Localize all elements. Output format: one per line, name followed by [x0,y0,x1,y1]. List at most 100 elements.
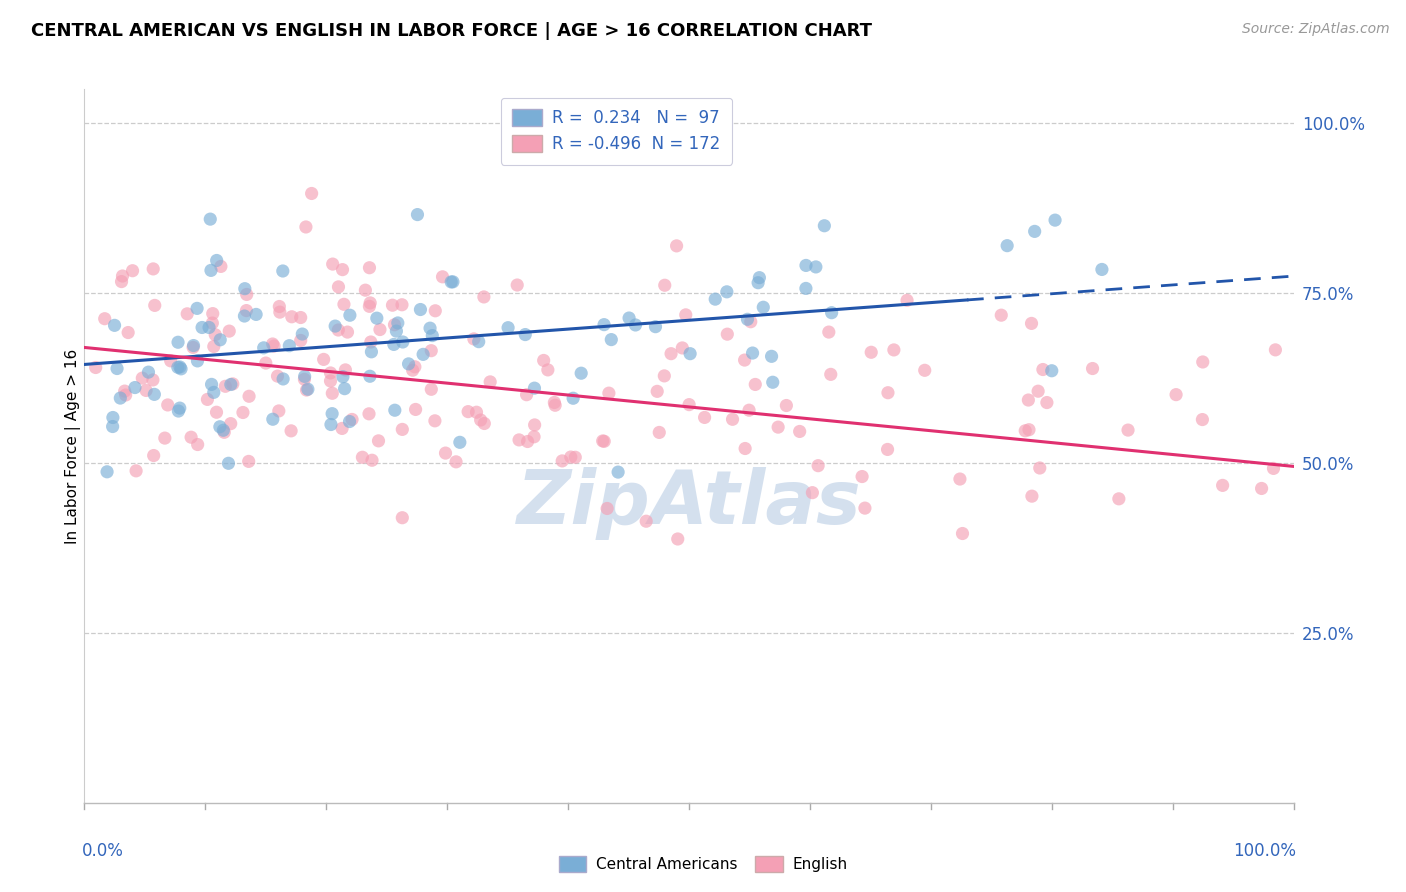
Point [321,386,343,401]
Point [322,257,344,271]
Point [645,384,668,399]
Point [278,339,301,353]
Point [949,472,972,486]
Point [156,398,179,412]
Point [339,415,361,429]
Point [813,219,835,233]
Point [432,269,454,284]
Point [523,430,546,444]
Point [319,417,342,432]
Legend: R =  0.234   N =  97, R = -0.496  N = 172: R = 0.234 N = 97, R = -0.496 N = 172 [501,97,733,165]
Point [391,422,413,436]
Point [235,287,257,301]
Point [762,376,785,390]
Point [200,212,222,227]
Point [441,275,464,289]
Point [301,186,323,201]
Point [238,454,260,468]
Point [671,341,693,355]
Point [114,388,136,402]
Point [896,293,918,308]
Point [271,372,294,386]
Point [354,283,377,297]
Point [262,337,284,351]
Point [807,458,830,473]
Point [359,260,381,275]
Y-axis label: In Labor Force | Age > 16: In Labor Force | Age > 16 [65,349,82,543]
Point [191,320,214,334]
Point [290,310,312,325]
Point [312,352,335,367]
Point [111,268,134,283]
Point [124,380,146,394]
Point [214,379,236,393]
Point [235,303,257,318]
Point [560,450,582,464]
Point [420,382,443,396]
Point [721,412,744,426]
Point [271,264,294,278]
Point [232,405,254,419]
Point [208,419,231,434]
Point [665,239,688,253]
Point [420,343,443,358]
Point [409,302,432,317]
Point [159,354,181,368]
Point [262,412,284,426]
Point [496,320,519,334]
Point [775,399,797,413]
Point [201,316,224,330]
Point [1040,364,1063,378]
Point [598,386,620,401]
Point [467,334,489,349]
Point [562,391,585,405]
Point [330,421,353,435]
Point [381,298,404,312]
Point [352,450,374,465]
Point [333,382,356,396]
Point [617,311,640,326]
Point [204,327,226,342]
Point [332,262,354,277]
Point [734,353,756,368]
Point [995,238,1018,252]
Point [405,402,427,417]
Point [167,404,190,418]
Point [328,280,350,294]
Point [1212,478,1234,492]
Point [515,327,537,342]
Point [233,282,256,296]
Point [138,365,160,379]
Point [740,315,762,329]
Point [385,324,408,338]
Point [544,398,567,412]
Point [181,340,204,354]
Point [218,324,240,338]
Point [766,420,789,434]
Point [738,403,761,417]
Point [117,326,139,340]
Point [167,335,190,350]
Point [170,362,193,376]
Point [387,316,409,330]
Point [200,377,222,392]
Point [153,431,176,445]
Point [401,363,423,377]
Point [212,425,235,440]
Text: 100.0%: 100.0% [1233,842,1296,860]
Point [1263,461,1285,475]
Point [444,455,467,469]
Point [105,361,128,376]
Point [516,387,538,401]
Point [219,377,242,392]
Point [704,292,727,306]
Point [368,322,391,336]
Point [569,366,592,380]
Point [666,532,689,546]
Point [1029,461,1052,475]
Point [110,275,132,289]
Point [328,323,350,337]
Point [183,338,205,352]
Point [644,319,666,334]
Point [877,385,900,400]
